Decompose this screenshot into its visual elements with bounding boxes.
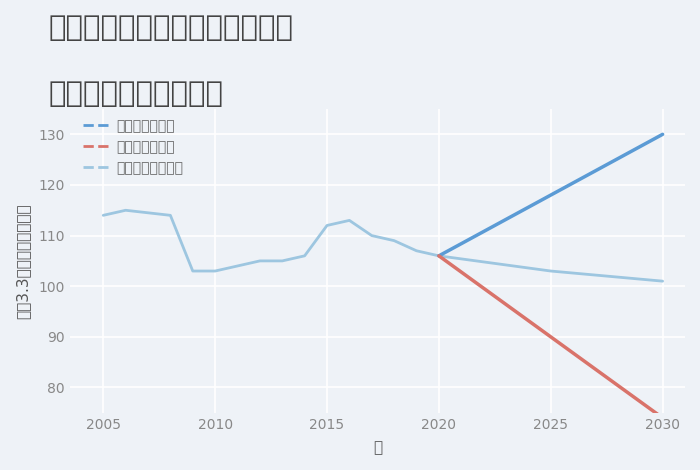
Legend: グッドシナリオ, バッドシナリオ, ノーマルシナリオ: グッドシナリオ, バッドシナリオ, ノーマルシナリオ bbox=[83, 119, 183, 175]
X-axis label: 年: 年 bbox=[373, 440, 382, 455]
Text: 兵庫県神戸市須磨区上細沢町の: 兵庫県神戸市須磨区上細沢町の bbox=[49, 14, 294, 42]
Text: 中古戸建ての価格推移: 中古戸建ての価格推移 bbox=[49, 80, 224, 108]
Y-axis label: 坪（3.3㎡）単価（万円）: 坪（3.3㎡）単価（万円） bbox=[15, 203, 30, 319]
